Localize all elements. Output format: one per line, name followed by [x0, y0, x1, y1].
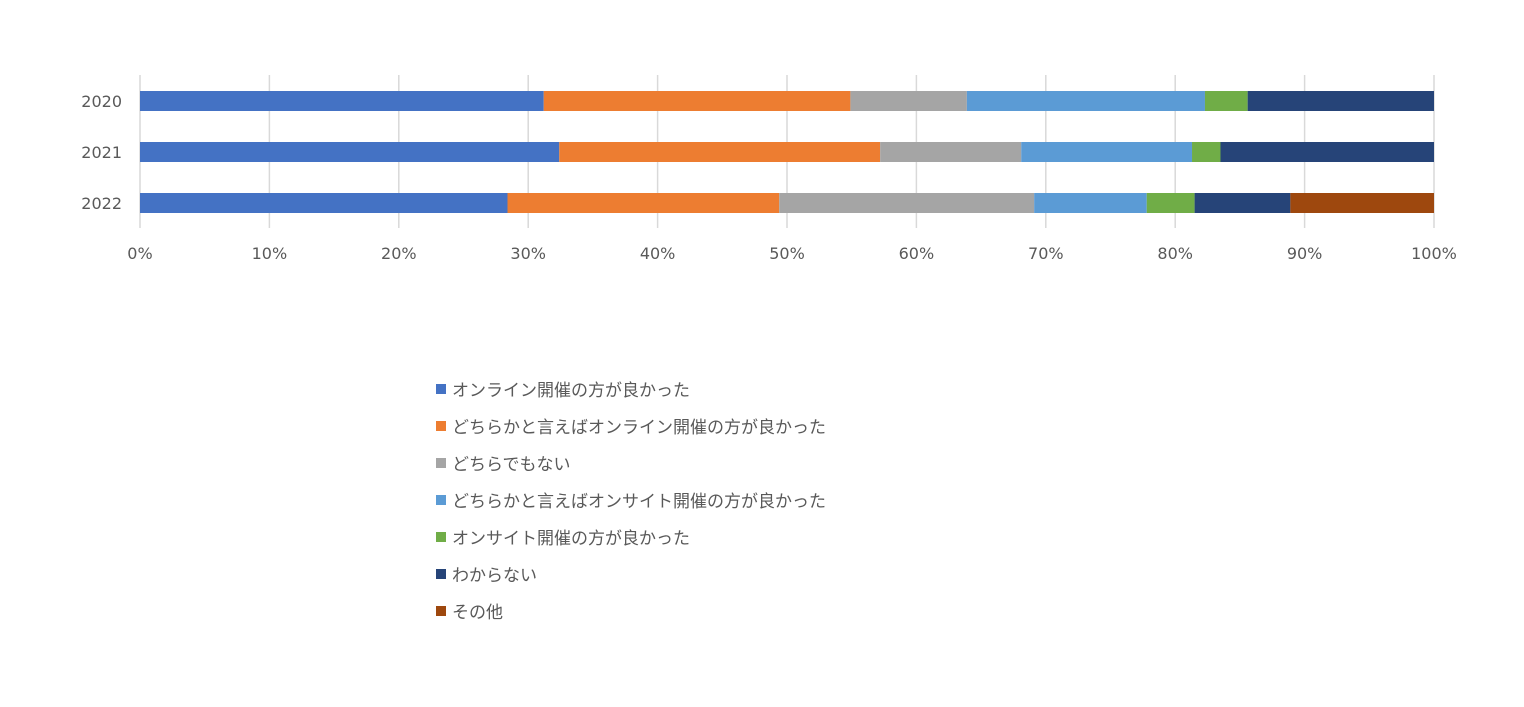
x-tick-label: 20%: [381, 244, 417, 263]
legend-entry: オンライン開催の方が良かった: [436, 370, 826, 407]
bar-segment: [850, 91, 967, 111]
bar-segment: [1194, 193, 1291, 213]
legend-label: わからない: [452, 566, 537, 586]
bar-segment: [543, 91, 851, 111]
legend-entry: どちらでもない: [436, 444, 826, 481]
bar-segment: [559, 142, 881, 162]
y-category-label: 2021: [81, 143, 122, 162]
legend-swatch: [436, 457, 446, 468]
bar-segment: [1290, 193, 1434, 213]
bar-segment: [1192, 142, 1221, 162]
y-category-label: 2022: [81, 194, 122, 213]
bar-segment: [140, 142, 560, 162]
legend-label: オンサイト開催の方が良かった: [452, 529, 690, 549]
bar-segment: [779, 193, 1035, 213]
legend-swatch: [436, 420, 446, 431]
legend-entry: その他: [436, 592, 826, 629]
x-tick-label: 70%: [1028, 244, 1064, 263]
bar-segment: [1146, 193, 1195, 213]
legend-label: その他: [452, 603, 503, 623]
x-tick-label: 90%: [1287, 244, 1323, 263]
y-axis-labels: 2020 2021 2022: [81, 92, 122, 213]
y-category-label: 2020: [81, 92, 122, 111]
x-tick-label: 30%: [510, 244, 546, 263]
bar-segment: [1034, 193, 1147, 213]
bar-segment: [140, 193, 508, 213]
bar-segment: [966, 91, 1205, 111]
x-tick-label: 100%: [1411, 244, 1457, 263]
bar-segment: [1220, 142, 1434, 162]
legend-label: どちらかと言えばオンサイト開催の方が良かった: [452, 492, 826, 512]
x-tick-label: 10%: [252, 244, 288, 263]
legend-swatch: [436, 568, 446, 579]
x-tick-label: 80%: [1157, 244, 1193, 263]
x-axis-labels: 0% 10% 20% 30% 40% 50% 60% 70% 80% 90% 100%: [127, 244, 1457, 263]
legend-entry: わからない: [436, 555, 826, 592]
bar-segment: [1021, 142, 1193, 162]
x-tick-label: 60%: [899, 244, 935, 263]
legend-entry: どちらかと言えばオンライン開催の方が良かった: [436, 407, 826, 444]
bar-segment: [1247, 91, 1434, 111]
legend-entry: オンサイト開催の方が良かった: [436, 518, 826, 555]
legend-label: オンライン開催の方が良かった: [452, 381, 690, 401]
legend-label: どちらでもない: [452, 455, 571, 475]
bar-segment: [880, 142, 1022, 162]
x-tick-label: 50%: [769, 244, 805, 263]
bar-segment: [507, 193, 780, 213]
bar-segments: [140, 91, 1434, 213]
x-tick-label: 40%: [640, 244, 676, 263]
legend: オンライン開催の方が良かったどちらかと言えばオンライン開催の方が良かった どちらで…: [436, 370, 826, 629]
bar-segment: [1204, 91, 1248, 111]
bar-segment: [140, 91, 544, 111]
legend-entry: どちらかと言えばオンサイト開催の方が良かった: [436, 481, 826, 518]
legend-swatch: [436, 605, 446, 616]
x-tick-label: 0%: [127, 244, 152, 263]
legend-swatch: [436, 494, 446, 505]
legend-swatch: [436, 383, 446, 394]
legend-label: どちらかと言えばオンライン開催の方が良かった: [452, 418, 826, 438]
legend-swatch: [436, 531, 446, 542]
